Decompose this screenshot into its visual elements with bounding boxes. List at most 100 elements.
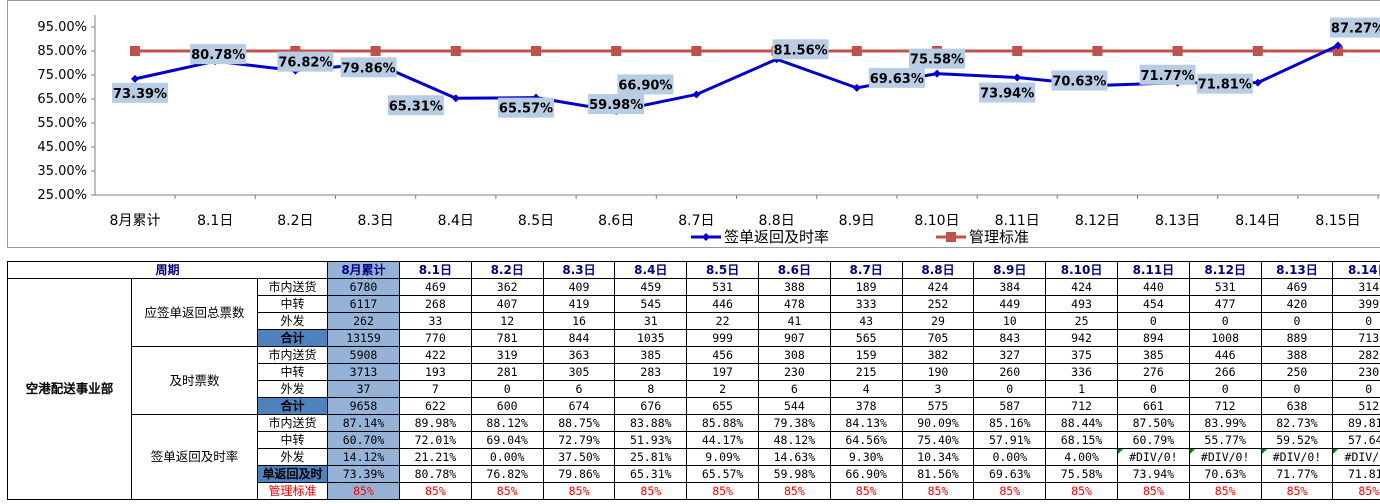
day-cell: 0 [1332, 312, 1380, 330]
day-cell: 282 [1332, 346, 1380, 364]
day-cell: 76.82% [470, 465, 544, 483]
day-cell: 4.00% [1045, 448, 1118, 466]
day-cell: 575 [901, 397, 975, 415]
day-cell: 333 [829, 295, 903, 313]
metric-group-name: 签单返回及时率 [131, 414, 258, 500]
column-header-day: 8.1日 [399, 261, 472, 279]
day-cell: 81.56% [901, 465, 975, 483]
day-cell: 336 [1045, 363, 1118, 381]
day-cell: 72.01% [399, 431, 472, 449]
day-cell: 14.63% [757, 448, 831, 466]
day-cell: 655 [686, 397, 759, 415]
cumulative-cell: 14.12% [327, 448, 400, 466]
row-label: 单返回及时 [257, 465, 328, 483]
day-cell: 565 [829, 329, 903, 347]
day-cell: 446 [686, 295, 759, 313]
day-cell: 388 [757, 278, 831, 296]
column-header-day: 8.10日 [1045, 261, 1118, 279]
data-label-background [190, 44, 247, 65]
cumulative-cell: 37 [327, 380, 400, 398]
day-cell: 25 [1045, 312, 1118, 330]
data-label: 75.58% [910, 53, 964, 68]
day-cell: 4 [829, 380, 903, 398]
day-cell: 600 [470, 397, 544, 415]
day-cell: 308 [757, 346, 831, 364]
day-cell: 268 [399, 295, 472, 313]
day-cell: 260 [973, 363, 1047, 381]
day-cell: 41 [757, 312, 831, 330]
cumulative-cell: 85% [327, 482, 400, 500]
day-cell: 197 [686, 363, 759, 381]
day-cell: 73.94% [1116, 465, 1190, 483]
day-cell: 44.17% [686, 431, 759, 449]
day-cell: 1008 [1188, 329, 1262, 347]
ontime-rate-marker [1013, 73, 1022, 82]
table-row: 合计 9658 622 600 674 676 655 544 378 575 587 712 661 7… [8, 397, 1380, 415]
day-cell: 384 [973, 278, 1047, 296]
day-cell: 469 [1260, 278, 1334, 296]
day-cell: 230 [757, 363, 831, 381]
table-row: 管理标准 85% 85% 85% 85% 85% 85% 85% 85% 85% 85% 85% 85%… [8, 482, 1380, 500]
ontime-rate-marker [1253, 78, 1262, 87]
day-cell: 385 [614, 346, 688, 364]
day-cell: 69.63% [973, 465, 1047, 483]
ontime-rate-marker [933, 69, 941, 78]
table-row: 及时票数 市内送货 5908 422 319 363 385 456 308 159 382 327 3… [8, 346, 1380, 415]
x-tick-label: 8.14日 [1235, 213, 1280, 229]
day-cell: 215 [829, 363, 903, 381]
day-cell: 75.40% [901, 431, 975, 449]
day-cell: 0 [1260, 312, 1334, 330]
day-cell: 9.30% [829, 448, 903, 466]
x-tick-label: 8.10日 [914, 213, 959, 229]
day-cell: 409 [542, 278, 616, 296]
data-label: 70.63% [1052, 74, 1106, 89]
day-cell: 385 [1116, 346, 1190, 364]
data-label-background [277, 51, 334, 72]
day-cell: 907 [757, 329, 831, 347]
column-header-day: 8.12日 [1188, 261, 1262, 279]
day-cell: #DIV/0! [1116, 448, 1190, 466]
day-cell: 88.75% [542, 414, 616, 432]
column-header-day: 8.7日 [829, 261, 903, 279]
row-label: 合计 [257, 329, 328, 347]
day-cell: 446 [1188, 346, 1262, 364]
day-cell: 388 [1260, 346, 1334, 364]
x-tick-label: 8.7日 [678, 213, 714, 229]
day-cell: 57.91% [973, 431, 1047, 449]
standard-marker [1012, 46, 1023, 56]
day-cell: 55.77% [1188, 431, 1262, 449]
standard-marker [370, 46, 381, 56]
data-label: 71.81% [1198, 78, 1252, 93]
day-cell: 83.88% [614, 414, 688, 432]
row-label: 外发 [257, 312, 328, 330]
day-cell: 399 [1332, 295, 1380, 313]
day-cell: 33 [399, 312, 472, 330]
day-cell: 89.98% [399, 414, 472, 432]
ontime-rate-marker [451, 94, 460, 103]
day-cell: 64.56% [829, 431, 903, 449]
y-tick-label: 55.00% [37, 116, 87, 131]
day-cell: 10 [973, 312, 1047, 330]
standard-marker [130, 46, 140, 56]
day-cell: 6 [542, 380, 616, 398]
standard-marker [611, 46, 622, 56]
data-label: 65.57% [499, 102, 553, 117]
column-header-day: 8.13日 [1260, 261, 1334, 279]
cumulative-cell: 6117 [327, 295, 400, 313]
ontime-rate-marker [692, 90, 701, 99]
day-cell: 544 [757, 397, 831, 415]
cumulative-cell: 13159 [327, 329, 400, 347]
day-cell: 57.64% [1332, 431, 1380, 449]
y-tick-label: 25.00% [37, 188, 87, 203]
day-cell: 276 [1116, 363, 1190, 381]
day-cell: 0.00% [470, 448, 544, 466]
day-cell: 6 [757, 380, 831, 398]
table-row: 中转 6117 268 407 419 545 446 478 333 252 449 493 454 4… [8, 295, 1380, 313]
day-cell: 440 [1116, 278, 1190, 296]
day-cell: 68.15% [1045, 431, 1118, 449]
legend-ontime-marker [702, 233, 710, 241]
day-cell: 713 [1332, 329, 1380, 347]
day-cell: 419 [542, 295, 616, 313]
day-cell: 190 [901, 363, 975, 381]
chart-area: 95.00% 85.00% 75.00% 65.00% 55.00% 45.00% 35.0… [7, 0, 1380, 248]
